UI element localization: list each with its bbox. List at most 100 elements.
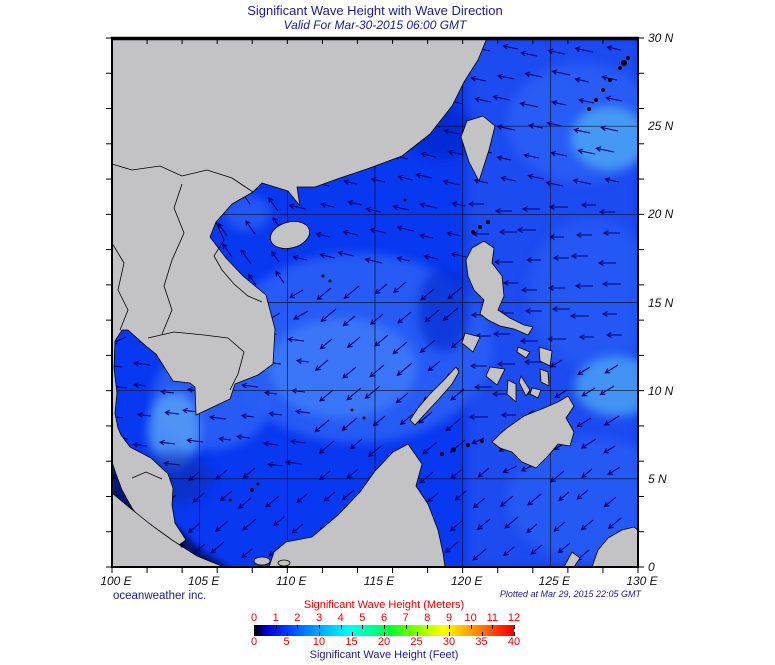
island-speck: [478, 225, 482, 229]
wave-arrow: [240, 249, 252, 265]
wave-arrow: [521, 206, 540, 212]
wave-arrow: [528, 123, 544, 129]
wave-arrow: [215, 469, 228, 480]
wave-arrow: [493, 259, 513, 265]
colorbar-notch: [340, 625, 342, 629]
wave-arrow: [451, 201, 466, 207]
wave-arrow: [473, 178, 489, 184]
wave-arrow: [606, 45, 622, 51]
wave-arrow: [392, 341, 408, 355]
wave-arrow: [575, 232, 592, 238]
wave-arrow: [399, 413, 414, 426]
colorbar-tick-label: 10: [312, 636, 326, 648]
wave-arrow: [132, 360, 151, 367]
colorbar-notch: [286, 632, 288, 636]
wave-arrow: [217, 436, 232, 442]
wave-arrow: [284, 459, 303, 466]
wave-arrow: [446, 230, 462, 237]
wave-arrow: [265, 495, 280, 508]
island-speck: [594, 98, 598, 102]
colorbar-notch: [362, 625, 364, 629]
lon-label: 120 E: [450, 574, 483, 588]
landmass-sulawesi: [563, 526, 638, 567]
wave-arrow: [240, 413, 255, 419]
wave-arrow: [473, 384, 492, 390]
island-speck: [350, 408, 354, 412]
island-speck: [587, 107, 591, 111]
wave-arrow: [548, 204, 568, 210]
colorbar-tick-label: 9: [445, 612, 453, 624]
colorbar-notch: [384, 632, 385, 636]
frame-ticks: [106, 37, 644, 573]
wave-arrow: [595, 146, 615, 153]
landmass-palawan: [409, 366, 460, 426]
wave-arrow: [574, 77, 590, 83]
wave-arrow: [397, 174, 414, 181]
wave-arrow: [551, 100, 567, 106]
wave-arrow: [574, 283, 593, 289]
landmass-taiwan: [460, 115, 496, 182]
colorbar-notch: [416, 632, 418, 636]
wave-arrow: [580, 202, 596, 208]
wave-arrow: [343, 179, 358, 185]
wave-arrow: [524, 71, 543, 78]
wave-arrow: [396, 225, 415, 232]
colorbar-gradient-bar: [254, 625, 515, 636]
colorbar-tick-label: 11: [486, 612, 499, 624]
wave-arrow: [601, 281, 621, 287]
wave-arrow: [500, 412, 516, 418]
wave-arrow: [553, 521, 566, 532]
island-speck: [601, 88, 605, 92]
landmass-belitung: [277, 559, 291, 567]
wave-arrow: [349, 438, 363, 450]
wave-arrow: [499, 495, 514, 508]
wave-arrow: [546, 120, 563, 127]
wave-arrow: [396, 362, 413, 376]
lon-label: 110 E: [276, 574, 307, 588]
wave-arrow: [295, 358, 310, 364]
wave-arrow: [346, 336, 361, 349]
plotted-timestamp: Plotted at Mar 29, 2015 22:05 GMT: [499, 589, 641, 599]
colorbar-tick-label: 40: [507, 636, 521, 648]
island-speck: [618, 66, 622, 70]
colorbar-notch: [351, 632, 353, 636]
island-speck: [471, 230, 475, 234]
colorbar-tick-label: 8: [424, 612, 431, 624]
wave-arrow: [162, 460, 181, 467]
wave-arrow: [497, 73, 515, 80]
wave-arrow: [217, 222, 228, 237]
wave-arrow: [346, 387, 362, 401]
wave-arrow: [208, 414, 227, 421]
colorbar-tick-label: 6: [380, 612, 388, 624]
wave-arrow: [527, 493, 542, 506]
landmass-mindanao: [491, 395, 575, 469]
island-speck: [180, 544, 184, 548]
wave-arrow: [580, 438, 597, 449]
wave-arrow: [364, 257, 383, 264]
wave-arrow: [599, 385, 615, 396]
wave-arrow: [492, 94, 511, 101]
wave-arrow: [419, 339, 436, 353]
colorbar-tick-label: 5: [359, 612, 366, 624]
land-layer: [112, 38, 638, 567]
wave-arrow: [523, 152, 540, 159]
lat-label: 15 N: [648, 295, 674, 310]
wave-arrow: [131, 441, 148, 448]
wave-arrow: [468, 414, 488, 420]
wave-arrow: [374, 283, 388, 295]
wave-arrow: [374, 334, 389, 347]
wave-arrow: [547, 285, 565, 291]
wave-arrow: [472, 497, 486, 509]
colorbar-notch: [319, 625, 320, 629]
wave-arrow: [420, 288, 435, 301]
wave-arrow: [551, 69, 571, 76]
wave-arrow: [419, 202, 438, 209]
wave-arrow: [132, 382, 147, 388]
colorbar-tick-label: 0: [250, 612, 258, 624]
lat-label: 30 N: [648, 31, 674, 45]
wave-arrow: [396, 256, 411, 262]
wave-arrow: [369, 364, 385, 378]
wave-arrow: [346, 468, 359, 479]
